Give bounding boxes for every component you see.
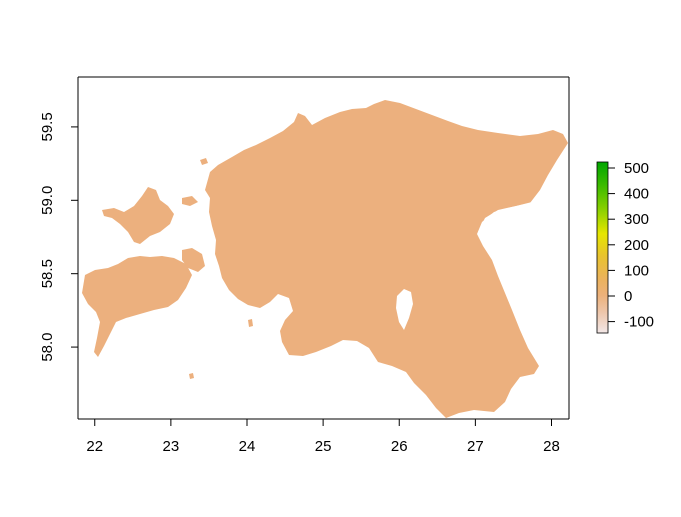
legend-colorbar bbox=[596, 161, 609, 334]
legend-label: 500 bbox=[624, 160, 649, 177]
lake-peipus bbox=[478, 202, 532, 242]
legend-label: 300 bbox=[624, 211, 649, 228]
y-tick-label: 59.0 bbox=[39, 186, 56, 215]
kihnu-raster bbox=[248, 319, 253, 327]
raster-layer bbox=[82, 100, 568, 418]
ruhnu-raster bbox=[189, 373, 194, 379]
legend-ticks: 500 400 300 200 100 0 -100 bbox=[608, 160, 654, 331]
lake-vortsjarv bbox=[396, 289, 413, 330]
legend: 500 400 300 200 100 0 -100 bbox=[596, 160, 654, 334]
legend-label: 400 bbox=[624, 186, 649, 203]
y-ticks: 58.0 58.5 59.0 59.5 bbox=[39, 112, 78, 362]
y-tick-label: 58.0 bbox=[39, 332, 56, 361]
saaremaa-raster bbox=[82, 256, 192, 357]
x-tick-label: 28 bbox=[543, 438, 560, 455]
vormsi-raster bbox=[182, 196, 198, 206]
legend-label: -100 bbox=[624, 314, 654, 331]
x-tick-label: 26 bbox=[391, 438, 408, 455]
mainland-raster bbox=[205, 100, 568, 418]
islet-raster bbox=[200, 158, 208, 165]
muhu-raster bbox=[182, 248, 205, 272]
y-tick-label: 58.5 bbox=[39, 259, 56, 288]
legend-label: 200 bbox=[624, 237, 649, 254]
x-tick-label: 24 bbox=[239, 438, 256, 455]
x-ticks: 22 23 24 25 26 27 28 bbox=[86, 419, 560, 455]
y-tick-label: 59.5 bbox=[39, 112, 56, 141]
x-tick-label: 22 bbox=[86, 438, 103, 455]
lakes bbox=[396, 202, 532, 330]
axes: 22 23 24 25 26 27 28 58.0 58.5 59.0 59.5 bbox=[39, 76, 570, 455]
legend-label: 100 bbox=[624, 262, 649, 279]
x-tick-label: 27 bbox=[467, 438, 484, 455]
x-tick-label: 23 bbox=[163, 438, 180, 455]
hiiumaa-raster bbox=[102, 187, 174, 244]
x-tick-label: 25 bbox=[315, 438, 332, 455]
legend-label: 0 bbox=[624, 288, 632, 305]
